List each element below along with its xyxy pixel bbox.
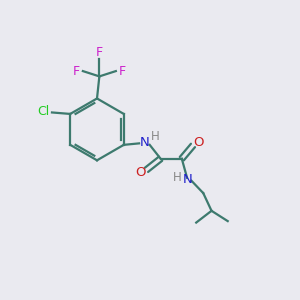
Text: F: F	[73, 64, 80, 78]
Text: Cl: Cl	[38, 105, 50, 119]
Text: F: F	[96, 46, 103, 59]
Text: N: N	[140, 136, 149, 149]
Text: F: F	[119, 64, 126, 78]
Text: O: O	[135, 166, 146, 179]
Text: H: H	[151, 130, 159, 143]
Text: O: O	[194, 136, 204, 149]
Text: H: H	[172, 171, 181, 184]
Text: N: N	[183, 172, 193, 185]
